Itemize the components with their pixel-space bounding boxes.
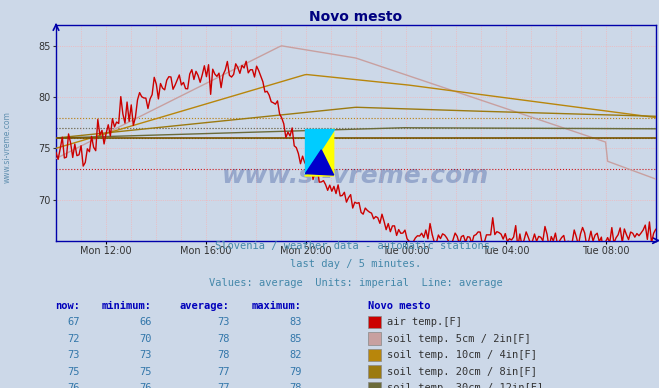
Text: 75: 75	[140, 367, 152, 377]
Text: 72: 72	[67, 334, 80, 344]
Text: 82: 82	[289, 350, 302, 360]
Text: soil temp. 5cm / 2in[F]: soil temp. 5cm / 2in[F]	[387, 334, 530, 344]
Text: 73: 73	[140, 350, 152, 360]
Text: maximum:: maximum:	[252, 301, 302, 311]
Text: 73: 73	[217, 317, 230, 327]
Text: 78: 78	[217, 350, 230, 360]
Polygon shape	[306, 150, 333, 175]
Text: 76: 76	[67, 383, 80, 388]
FancyBboxPatch shape	[368, 316, 381, 328]
Text: 67: 67	[67, 317, 80, 327]
Text: Slovenia / weather data - automatic stations.: Slovenia / weather data - automatic stat…	[215, 241, 496, 251]
Polygon shape	[305, 128, 333, 176]
Text: 66: 66	[140, 317, 152, 327]
Text: 78: 78	[217, 334, 230, 344]
Text: 73: 73	[67, 350, 80, 360]
Text: last day / 5 minutes.: last day / 5 minutes.	[290, 259, 422, 269]
Title: Novo mesto: Novo mesto	[309, 10, 403, 24]
Text: 83: 83	[289, 317, 302, 327]
Text: 77: 77	[217, 367, 230, 377]
Text: Novo mesto: Novo mesto	[368, 301, 430, 311]
Text: minimum:: minimum:	[102, 301, 152, 311]
Text: 70: 70	[140, 334, 152, 344]
Text: 85: 85	[289, 334, 302, 344]
Text: 77: 77	[217, 383, 230, 388]
Text: soil temp. 10cm / 4in[F]: soil temp. 10cm / 4in[F]	[387, 350, 537, 360]
Text: 79: 79	[289, 367, 302, 377]
FancyBboxPatch shape	[368, 333, 381, 345]
Text: Values: average  Units: imperial  Line: average: Values: average Units: imperial Line: av…	[209, 278, 503, 288]
Text: www.si-vreme.com: www.si-vreme.com	[3, 111, 12, 184]
Text: average:: average:	[180, 301, 230, 311]
Text: 76: 76	[140, 383, 152, 388]
Text: soil temp. 30cm / 12in[F]: soil temp. 30cm / 12in[F]	[387, 383, 543, 388]
Text: www.si-vreme.com: www.si-vreme.com	[222, 164, 490, 188]
Text: now:: now:	[55, 301, 80, 311]
Text: 75: 75	[67, 367, 80, 377]
Text: 78: 78	[289, 383, 302, 388]
Text: soil temp. 20cm / 8in[F]: soil temp. 20cm / 8in[F]	[387, 367, 537, 377]
FancyBboxPatch shape	[368, 382, 381, 388]
FancyBboxPatch shape	[368, 349, 381, 361]
Polygon shape	[305, 128, 333, 173]
FancyBboxPatch shape	[368, 365, 381, 378]
Text: air temp.[F]: air temp.[F]	[387, 317, 462, 327]
